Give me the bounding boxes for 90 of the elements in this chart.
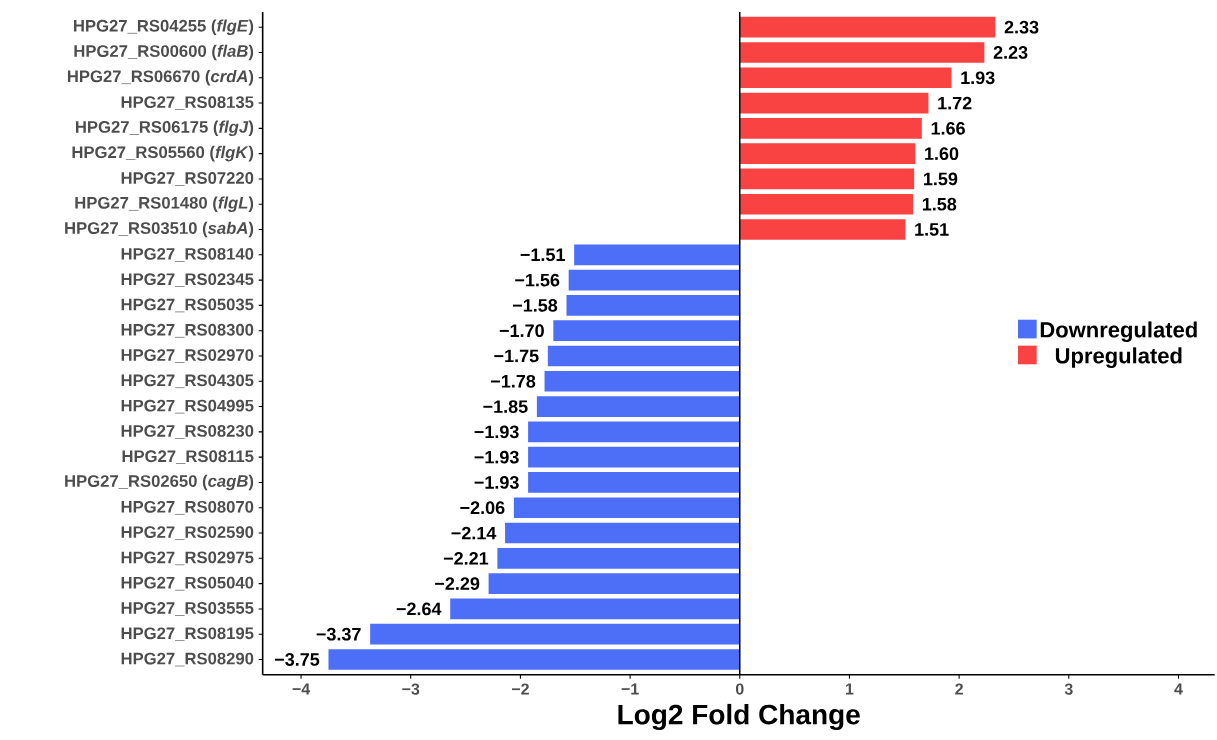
y-tick-label: HPG27_RS08135 bbox=[121, 96, 254, 110]
data-label: −3.75 bbox=[274, 653, 320, 666]
y-tick-label: HPG27_RS04255 (flgE) bbox=[74, 19, 254, 35]
bar bbox=[544, 370, 740, 392]
y-tick-label: HPG27_RS02590 bbox=[121, 526, 254, 540]
y-tick-label: HPG27_RS08195 bbox=[121, 627, 254, 642]
bar bbox=[528, 421, 740, 443]
bar bbox=[528, 446, 740, 468]
y-tick-label: HPG27_RS08300 bbox=[121, 323, 254, 338]
y-tick-label: HPG27_RS05040 bbox=[121, 576, 254, 591]
data-label: −1.56 bbox=[515, 273, 560, 287]
data-label: −2.14 bbox=[451, 526, 497, 540]
y-tick-label: HPG27_RS00600 (flaB) bbox=[74, 44, 254, 61]
bar bbox=[328, 649, 740, 670]
data-label: −2.29 bbox=[435, 577, 480, 590]
x-axis-title: Log2 Fold Change bbox=[618, 703, 860, 731]
bar bbox=[497, 548, 740, 569]
x-tick-label: 3 bbox=[1064, 683, 1073, 695]
x-tick-label: −3 bbox=[402, 683, 420, 695]
y-tick-label: HPG27_RS04305 bbox=[121, 374, 254, 389]
bar bbox=[488, 573, 740, 594]
data-label: −1.51 bbox=[520, 248, 565, 262]
x-tick-label: −1 bbox=[621, 683, 639, 695]
y-tick-label: HPG27_RS08290 bbox=[121, 652, 254, 667]
bar bbox=[739, 143, 916, 164]
bar bbox=[739, 16, 996, 38]
bar bbox=[547, 345, 740, 367]
bar bbox=[739, 168, 915, 190]
x-tick-label: −4 bbox=[292, 683, 311, 695]
bar bbox=[739, 92, 929, 114]
data-label: 2.23 bbox=[993, 46, 1028, 59]
data-label: 1.59 bbox=[924, 172, 958, 186]
bar bbox=[574, 244, 740, 266]
x-tick-label: 0 bbox=[735, 683, 744, 695]
x-tick-label: 2 bbox=[955, 683, 963, 695]
bar bbox=[566, 295, 740, 316]
data-label: −1.93 bbox=[474, 425, 519, 439]
data-label: −1.58 bbox=[512, 299, 558, 312]
x-tick-label: 4 bbox=[1174, 683, 1183, 695]
bar bbox=[739, 42, 985, 63]
data-label: −2.64 bbox=[396, 602, 442, 616]
y-tick-label: HPG27_RS05035 bbox=[121, 298, 254, 313]
data-label: −2.06 bbox=[460, 501, 505, 515]
y-tick-label: HPG27_RS08140 bbox=[121, 247, 254, 262]
bar bbox=[739, 219, 906, 240]
bar bbox=[739, 118, 922, 139]
x-tick-label: 1 bbox=[846, 683, 854, 695]
bar bbox=[568, 269, 740, 291]
y-tick-label: HPG27_RS07220 bbox=[121, 172, 254, 186]
data-label: −3.37 bbox=[316, 627, 361, 641]
data-label: 2.33 bbox=[1004, 20, 1039, 34]
bar bbox=[513, 497, 740, 519]
y-tick-label: HPG27_RS05560 (flgK) bbox=[72, 145, 254, 162]
data-label: −1.75 bbox=[494, 349, 539, 363]
y-tick-label: HPG27_RS08070 bbox=[121, 500, 254, 515]
y-tick-label: HPG27_RS02975 bbox=[121, 551, 254, 566]
data-label: −1.78 bbox=[491, 374, 536, 388]
bar bbox=[450, 598, 740, 620]
y-tick-label: HPG27_RS06175 (flgJ) bbox=[76, 120, 254, 137]
data-label: −1.70 bbox=[499, 324, 544, 338]
y-tick-label: HPG27_RS06670 (crdA) bbox=[67, 69, 254, 86]
data-label: −1.93 bbox=[474, 450, 519, 464]
data-label: −1.85 bbox=[483, 400, 528, 413]
y-tick-label: HPG27_RS03510 (sabA) bbox=[65, 221, 254, 238]
y-tick-label: HPG27_RS02345 bbox=[121, 273, 254, 287]
data-label: 1.66 bbox=[931, 121, 965, 135]
legend-label: Downregulated bbox=[1040, 321, 1197, 342]
data-label: −1.93 bbox=[474, 476, 519, 489]
y-tick-label: HPG27_RS08115 bbox=[122, 450, 254, 464]
legend-label: Upregulated bbox=[1055, 347, 1182, 368]
data-label: 1.72 bbox=[938, 96, 972, 110]
data-label: 1.51 bbox=[915, 223, 949, 236]
bar bbox=[536, 396, 740, 417]
y-tick-label: HPG27_RS08230 bbox=[121, 425, 254, 439]
data-label: 1.58 bbox=[922, 197, 957, 211]
data-label: 1.93 bbox=[961, 71, 995, 85]
y-tick-label: HPG27_RS02650 (cagB) bbox=[65, 474, 254, 491]
y-tick-label: HPG27_RS03555 bbox=[121, 602, 254, 616]
y-tick-label: HPG27_RS04995 bbox=[121, 399, 254, 414]
bar bbox=[553, 320, 740, 342]
bar bbox=[505, 522, 740, 544]
bar bbox=[739, 193, 914, 215]
x-tick-label: −2 bbox=[511, 683, 529, 695]
data-label: −2.21 bbox=[443, 552, 489, 565]
bar bbox=[739, 67, 952, 89]
data-label: 1.60 bbox=[925, 147, 959, 161]
bar bbox=[528, 472, 740, 493]
y-tick-label: HPG27_RS01480 (flgL) bbox=[75, 196, 254, 212]
bar bbox=[370, 623, 740, 645]
y-tick-label: HPG27_RS02970 bbox=[121, 349, 254, 363]
